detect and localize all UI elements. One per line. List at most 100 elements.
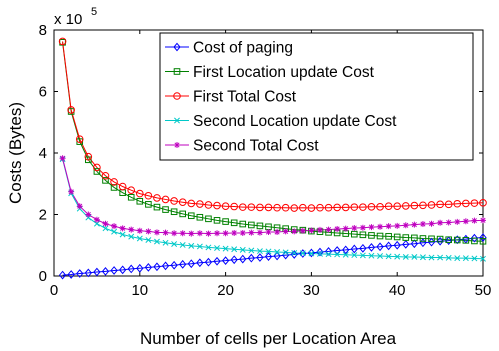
data-point <box>222 230 229 237</box>
data-point <box>376 242 384 252</box>
data-point <box>479 199 487 207</box>
data-point <box>170 260 178 270</box>
y-tick-label: 0 <box>39 268 47 285</box>
data-point <box>264 203 273 212</box>
data-point <box>377 223 384 230</box>
data-point <box>230 202 238 211</box>
legend-entry: First Total Cost <box>165 89 297 106</box>
data-point <box>368 224 375 231</box>
x-tick-label: 40 <box>389 282 406 299</box>
data-point <box>205 244 212 251</box>
data-point <box>393 233 401 241</box>
legend-label: First Location update Cost <box>193 64 375 81</box>
data-point <box>402 222 409 229</box>
data-point <box>462 199 470 208</box>
data-point <box>281 203 290 212</box>
data-point <box>144 191 153 200</box>
data-point <box>188 230 195 237</box>
x-axis-label: Number of cells per Location Area <box>140 329 397 348</box>
data-point <box>419 254 426 261</box>
data-point <box>428 220 435 227</box>
data-point <box>144 263 153 272</box>
data-point <box>359 203 367 211</box>
data-point <box>179 241 186 248</box>
series-line-4 <box>62 159 484 260</box>
data-point <box>419 235 427 242</box>
data-point <box>385 253 392 260</box>
data-point <box>317 250 323 257</box>
data-point <box>75 135 84 143</box>
data-point <box>214 245 220 251</box>
data-point <box>68 188 75 195</box>
data-point <box>256 203 264 212</box>
data-point <box>248 229 255 236</box>
data-point <box>161 261 170 271</box>
series-line-3 <box>62 41 484 209</box>
data-point <box>393 240 401 250</box>
data-point <box>445 236 453 246</box>
data-point <box>274 229 281 236</box>
data-point <box>393 202 402 210</box>
data-point <box>368 252 375 259</box>
data-point <box>110 178 118 186</box>
series-line-2 <box>62 42 484 242</box>
data-point <box>247 253 255 263</box>
data-point <box>307 204 316 212</box>
data-point <box>93 216 100 223</box>
data-point <box>385 233 392 240</box>
data-point <box>376 232 384 240</box>
y-axis-label: Costs (Bytes) <box>6 102 25 204</box>
data-point <box>238 203 247 211</box>
data-point <box>196 243 203 250</box>
data-point <box>290 204 299 212</box>
data-point <box>273 251 281 261</box>
legend-swatch-marker <box>173 68 181 75</box>
data-point <box>187 212 195 220</box>
data-point <box>334 225 341 232</box>
data-point <box>316 247 324 257</box>
data-point <box>445 236 452 244</box>
data-point <box>437 219 444 226</box>
data-point <box>153 229 160 236</box>
data-point <box>111 223 118 230</box>
data-point <box>470 199 479 207</box>
data-point <box>256 248 263 255</box>
data-point <box>127 186 136 195</box>
data-point <box>231 229 238 236</box>
data-point <box>153 203 161 211</box>
data-point <box>101 171 110 180</box>
data-point <box>196 258 204 268</box>
data-point <box>265 229 272 236</box>
data-point <box>384 241 393 251</box>
data-point <box>427 201 436 209</box>
data-point <box>419 221 426 228</box>
data-point <box>178 198 187 206</box>
data-point <box>170 197 178 205</box>
data-point <box>480 255 486 262</box>
data-point <box>462 237 470 244</box>
data-point <box>256 222 264 230</box>
data-point <box>480 217 486 224</box>
legend-swatch-marker <box>173 42 181 52</box>
legend-entry: Second Location update Cost <box>165 113 397 130</box>
data-point <box>213 201 221 210</box>
data-point <box>436 236 444 246</box>
data-point <box>170 208 178 216</box>
data-point <box>445 219 452 226</box>
data-point <box>145 228 152 235</box>
axis-ticks: 0 10 20 30 40 50 0 2 4 6 8 <box>39 22 492 299</box>
data-point <box>153 194 161 202</box>
data-point <box>145 237 152 243</box>
data-point <box>230 255 238 265</box>
data-point <box>213 256 221 266</box>
data-point <box>376 203 384 211</box>
data-point <box>76 269 84 278</box>
data-point <box>341 203 350 212</box>
data-point <box>213 217 221 224</box>
data-point <box>221 202 230 210</box>
series-markers-5 <box>59 155 486 237</box>
data-point <box>411 253 418 260</box>
data-point <box>428 254 435 261</box>
data-point <box>342 225 349 232</box>
y-axis-exponent-base: x 10 <box>54 11 82 28</box>
